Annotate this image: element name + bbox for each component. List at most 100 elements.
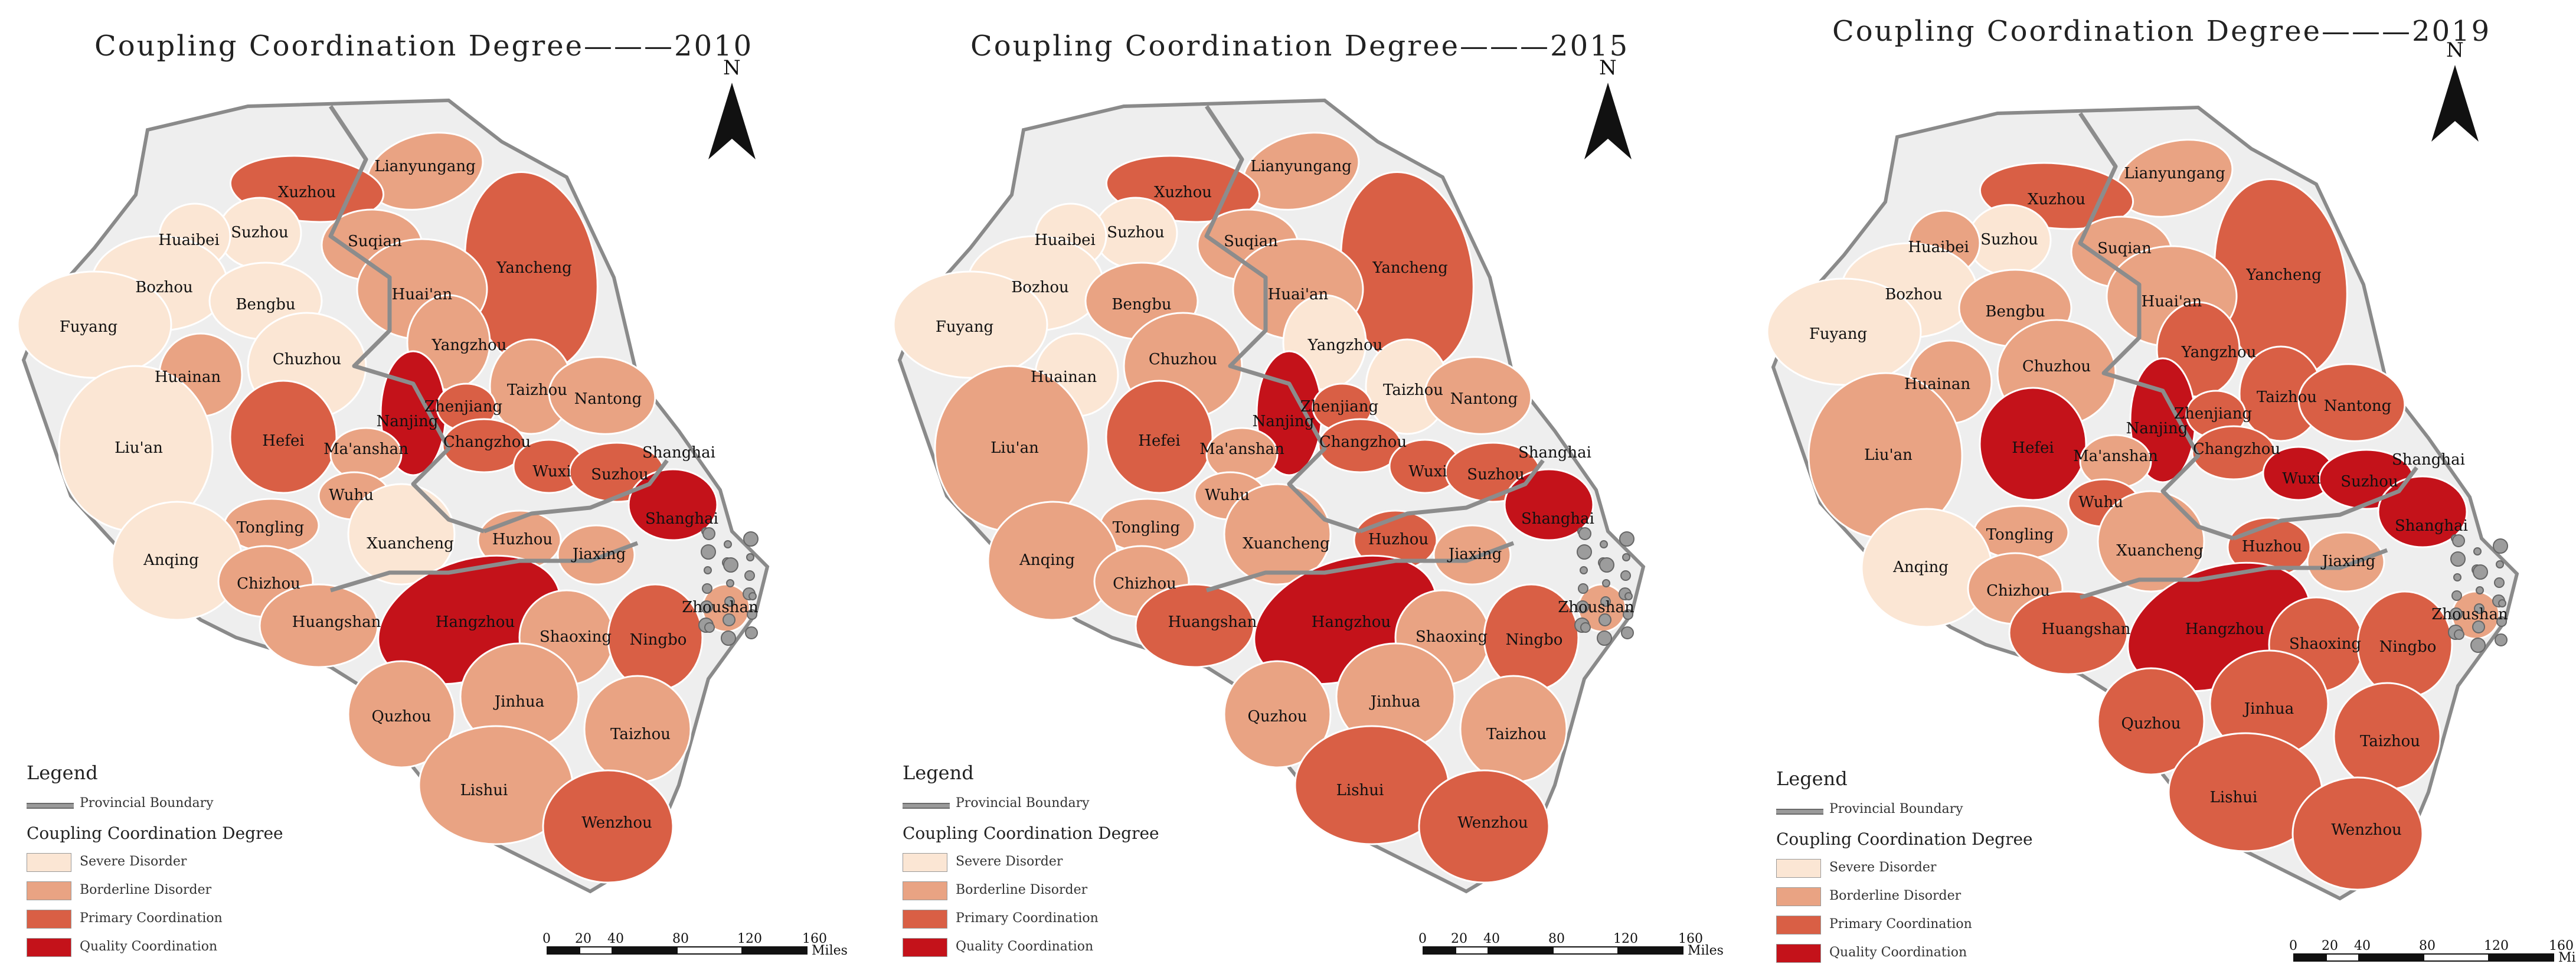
island xyxy=(1600,540,1608,548)
boundary-label: Provincial Boundary xyxy=(1829,802,1963,816)
city-label: Shaoxing xyxy=(1416,628,1488,646)
city-label: Nantong xyxy=(1450,390,1518,408)
island xyxy=(1620,570,1631,581)
north-label: N xyxy=(723,56,741,80)
scale-tick-label: 160 xyxy=(2549,939,2574,953)
city-label: Xuancheng xyxy=(1243,535,1330,553)
legend-label-primary: Primary Coordination xyxy=(80,911,223,926)
city-label: Chizhou xyxy=(1986,582,2050,600)
island xyxy=(2474,603,2485,614)
city-hefei xyxy=(229,380,338,494)
city-hefei xyxy=(1979,387,2087,501)
scale-tick-label: 20 xyxy=(1451,932,1467,946)
island xyxy=(1578,583,1588,594)
island xyxy=(1599,557,1614,573)
legend-swatch-quality xyxy=(27,938,71,957)
city-huangshan xyxy=(2008,590,2129,675)
city-label: Huzhou xyxy=(2242,538,2302,556)
city-label: Lishui xyxy=(2210,789,2258,806)
island xyxy=(2498,599,2506,607)
city-shanghai xyxy=(2377,475,2468,548)
city-label: Suqian xyxy=(348,233,402,250)
provincial-boundary xyxy=(329,541,639,593)
island xyxy=(701,544,716,560)
island xyxy=(744,570,755,581)
city-label: Yangzhou xyxy=(1307,336,1383,354)
city-label: Suqian xyxy=(2097,240,2152,257)
island xyxy=(2470,638,2486,653)
north-label: N xyxy=(2446,38,2464,62)
legend-swatch-primary xyxy=(1776,916,1821,934)
city-label: Taizhou xyxy=(610,726,671,743)
city-label: Suzhou xyxy=(591,466,648,483)
city-label: Hangzhou xyxy=(436,613,515,631)
city-label: Ma'anshan xyxy=(1199,440,1284,458)
island xyxy=(1624,592,1633,600)
island xyxy=(2451,590,2462,601)
island xyxy=(2473,547,2482,556)
city-label: Hefei xyxy=(2012,439,2054,457)
provincial-boundary xyxy=(2079,548,2388,600)
island xyxy=(723,613,735,626)
island xyxy=(1580,622,1591,633)
city-label: Taizhou xyxy=(2257,388,2317,406)
city-label: Suzhou xyxy=(1980,231,2038,249)
city-label: Xuzhou xyxy=(278,184,336,201)
scale-tick-label: 120 xyxy=(1613,932,1638,946)
legend-swatch-primary xyxy=(903,910,947,929)
city-label: Shanghai xyxy=(1518,444,1591,462)
city-label: Bengbu xyxy=(1112,296,1171,313)
legend-label-quality: Quality Coordination xyxy=(80,939,218,954)
city-label: Zhoushan xyxy=(1558,599,1634,616)
island xyxy=(743,531,759,547)
island xyxy=(1580,566,1588,574)
city-label: Lianyungang xyxy=(374,158,476,175)
island xyxy=(1597,630,1612,646)
city-jiaxing xyxy=(1433,524,1512,586)
city-label: Lianyungang xyxy=(1250,158,1352,175)
scale-tick-label: 160 xyxy=(1678,932,1703,946)
city-label: Huai'an xyxy=(2142,293,2202,311)
scale-tick-label: 160 xyxy=(802,932,827,946)
island xyxy=(702,527,715,540)
city-label: Yangzhou xyxy=(431,336,507,354)
island xyxy=(2495,633,2508,646)
city-label: Bozhou xyxy=(1011,279,1069,296)
island xyxy=(1578,527,1591,540)
city-label: Shaoxing xyxy=(2289,635,2361,653)
scale-tick-label: 80 xyxy=(672,932,689,946)
scale-bar xyxy=(2293,953,2554,962)
city-label: Wenzhou xyxy=(1457,814,1528,832)
scale-tick-label: 20 xyxy=(2322,939,2338,953)
city-label: Suzhou xyxy=(231,224,288,241)
city-label: Lishui xyxy=(1336,782,1384,799)
island xyxy=(702,583,712,594)
legend-title: Legend xyxy=(27,762,98,784)
city-label: Fuyang xyxy=(936,318,993,336)
legend-label-borderline: Borderline Disorder xyxy=(1829,888,1962,903)
city-label: Liu'an xyxy=(115,439,163,457)
map-title: Coupling Coordination Degree———2015 xyxy=(970,30,1630,63)
city-label: Ningbo xyxy=(1506,631,1563,649)
city-label: Wuxi xyxy=(532,463,571,481)
island xyxy=(721,630,736,646)
city-label: Huaibei xyxy=(1034,231,1096,249)
island xyxy=(2452,534,2465,547)
legend-label-primary: Primary Coordination xyxy=(1829,917,1972,932)
north-arrow-icon xyxy=(2431,65,2479,142)
city-label: Wuhu xyxy=(2078,494,2123,511)
city-label: Xuancheng xyxy=(367,535,454,553)
island xyxy=(1619,531,1634,547)
city-label: Hangzhou xyxy=(2185,620,2264,638)
island xyxy=(747,609,757,620)
city-label: Bozhou xyxy=(135,279,193,296)
city-label: Zhenjiang xyxy=(2174,405,2252,423)
city-label: Wenzhou xyxy=(581,814,652,832)
city-label: Huangshan xyxy=(2042,620,2131,638)
city-nantong xyxy=(548,356,656,435)
city-fuyang xyxy=(17,270,172,379)
city-label: Xuzhou xyxy=(2028,191,2085,208)
city-label: Huaibei xyxy=(1908,238,1969,256)
city-label: Chuzhou xyxy=(1149,351,1217,368)
legend-label-severe: Severe Disorder xyxy=(80,854,187,869)
